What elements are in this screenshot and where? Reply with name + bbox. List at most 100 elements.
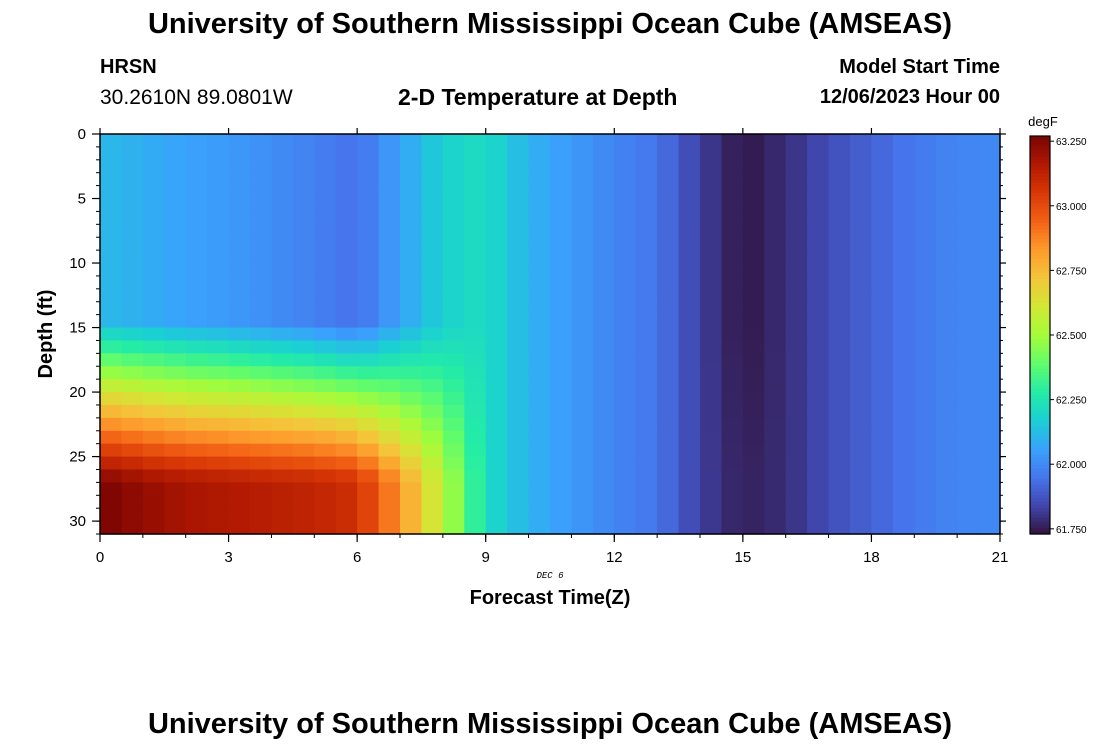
heatmap-cell [100, 443, 123, 458]
heatmap-cell [485, 198, 508, 213]
heatmap-cell [635, 469, 658, 483]
heatmap-cell [378, 366, 401, 380]
colorbar-segment [1030, 175, 1050, 180]
heatmap-cell [592, 508, 615, 522]
heatmap-cell [250, 275, 273, 290]
heatmap-cell [764, 392, 787, 406]
heatmap-cell [100, 379, 123, 393]
heatmap-cell [121, 263, 144, 277]
heatmap-cell [935, 250, 958, 264]
heatmap-cell [400, 495, 423, 509]
heatmap-cell [250, 198, 273, 213]
heatmap-cell [528, 301, 551, 316]
heatmap-cell [700, 198, 723, 213]
heatmap-cell [314, 469, 337, 483]
heatmap-cell [785, 185, 808, 200]
heatmap-cell [442, 456, 465, 471]
heatmap-cell [400, 340, 423, 354]
heatmap-cell [914, 198, 937, 213]
heatmap-cell [935, 134, 958, 148]
colorbar-segment [1030, 414, 1050, 419]
heatmap-cell [442, 366, 465, 380]
heatmap-cell [871, 211, 894, 225]
heatmap-cell [185, 456, 208, 471]
heatmap-cell [957, 430, 980, 445]
heatmap-cell [807, 340, 830, 354]
heatmap-cell [935, 521, 958, 535]
heatmap-cell [571, 198, 594, 213]
heatmap-cell [507, 482, 530, 496]
heatmap-cell [614, 159, 637, 174]
heatmap-cell [100, 301, 123, 316]
heatmap-cell [635, 159, 658, 174]
heatmap-cell [250, 353, 273, 367]
heatmap-cell [807, 159, 830, 174]
heatmap-cell [378, 185, 401, 200]
colorbar-segment [1030, 262, 1050, 266]
colorbar-segment [1030, 371, 1050, 376]
heatmap-cell [914, 288, 937, 303]
heatmap-cell [592, 301, 615, 316]
heatmap-cell [678, 263, 701, 277]
heatmap-cell [571, 301, 594, 316]
colorbar-segment [1030, 338, 1050, 343]
heatmap-cell [978, 430, 1001, 445]
heatmap-cell [207, 521, 230, 535]
heatmap-cell [678, 392, 701, 406]
heatmap-cell [442, 495, 465, 509]
heatmap-cell [828, 185, 851, 200]
heatmap-cell [721, 521, 744, 535]
heatmap-cell [914, 172, 937, 187]
colorbar-segment [1030, 368, 1050, 373]
heatmap-cell [442, 443, 465, 458]
heatmap-cell [292, 250, 315, 264]
heatmap-cell [314, 263, 337, 277]
heatmap-cell [807, 353, 830, 367]
colorbar-segment [1030, 328, 1050, 333]
heatmap-cell [828, 288, 851, 303]
heatmap-cell [271, 456, 294, 471]
heatmap-cell [678, 159, 701, 174]
heatmap-cell [400, 392, 423, 406]
colorbar-segment [1030, 268, 1050, 273]
heatmap-cell [142, 172, 165, 187]
heatmap-cell [335, 353, 358, 367]
heatmap-cell [250, 456, 273, 471]
heatmap-cell [978, 404, 1001, 419]
heatmap-cell [185, 366, 208, 380]
heatmap-cell [485, 288, 508, 303]
heatmap-cell [978, 314, 1001, 329]
heatmap-cell [507, 469, 530, 483]
heatmap-cell [892, 379, 915, 393]
heatmap-cell [357, 327, 380, 342]
x-tick-label: 18 [863, 549, 880, 566]
colorbar-segment [1030, 530, 1050, 535]
heatmap-cell [400, 198, 423, 213]
heatmap-cell [592, 185, 615, 200]
heatmap-cell [400, 353, 423, 367]
heatmap-cell [914, 508, 937, 522]
heatmap-cell [121, 353, 144, 367]
colorbar-segment [1030, 504, 1050, 509]
heatmap-cell [271, 366, 294, 380]
heatmap-cell [142, 134, 165, 148]
heatmap-cell [850, 237, 873, 251]
heatmap-cell [528, 275, 551, 290]
colorbar-segment [1030, 258, 1050, 263]
heatmap-cell [164, 353, 187, 367]
heatmap-cell [657, 288, 680, 303]
colorbar-segment [1030, 494, 1050, 499]
heatmap-cell [185, 443, 208, 458]
heatmap-cell [250, 301, 273, 316]
heatmap-cell [850, 392, 873, 406]
heatmap-cell [164, 288, 187, 303]
heatmap-cell [400, 288, 423, 303]
heatmap-cell [721, 211, 744, 225]
heatmap-cell [142, 263, 165, 277]
heatmap-cell [807, 417, 830, 432]
heatmap-cell [871, 263, 894, 277]
heatmap-cell [742, 495, 765, 509]
heatmap-cell [978, 134, 1001, 148]
heatmap-cell [314, 237, 337, 251]
heatmap-cell [892, 443, 915, 458]
